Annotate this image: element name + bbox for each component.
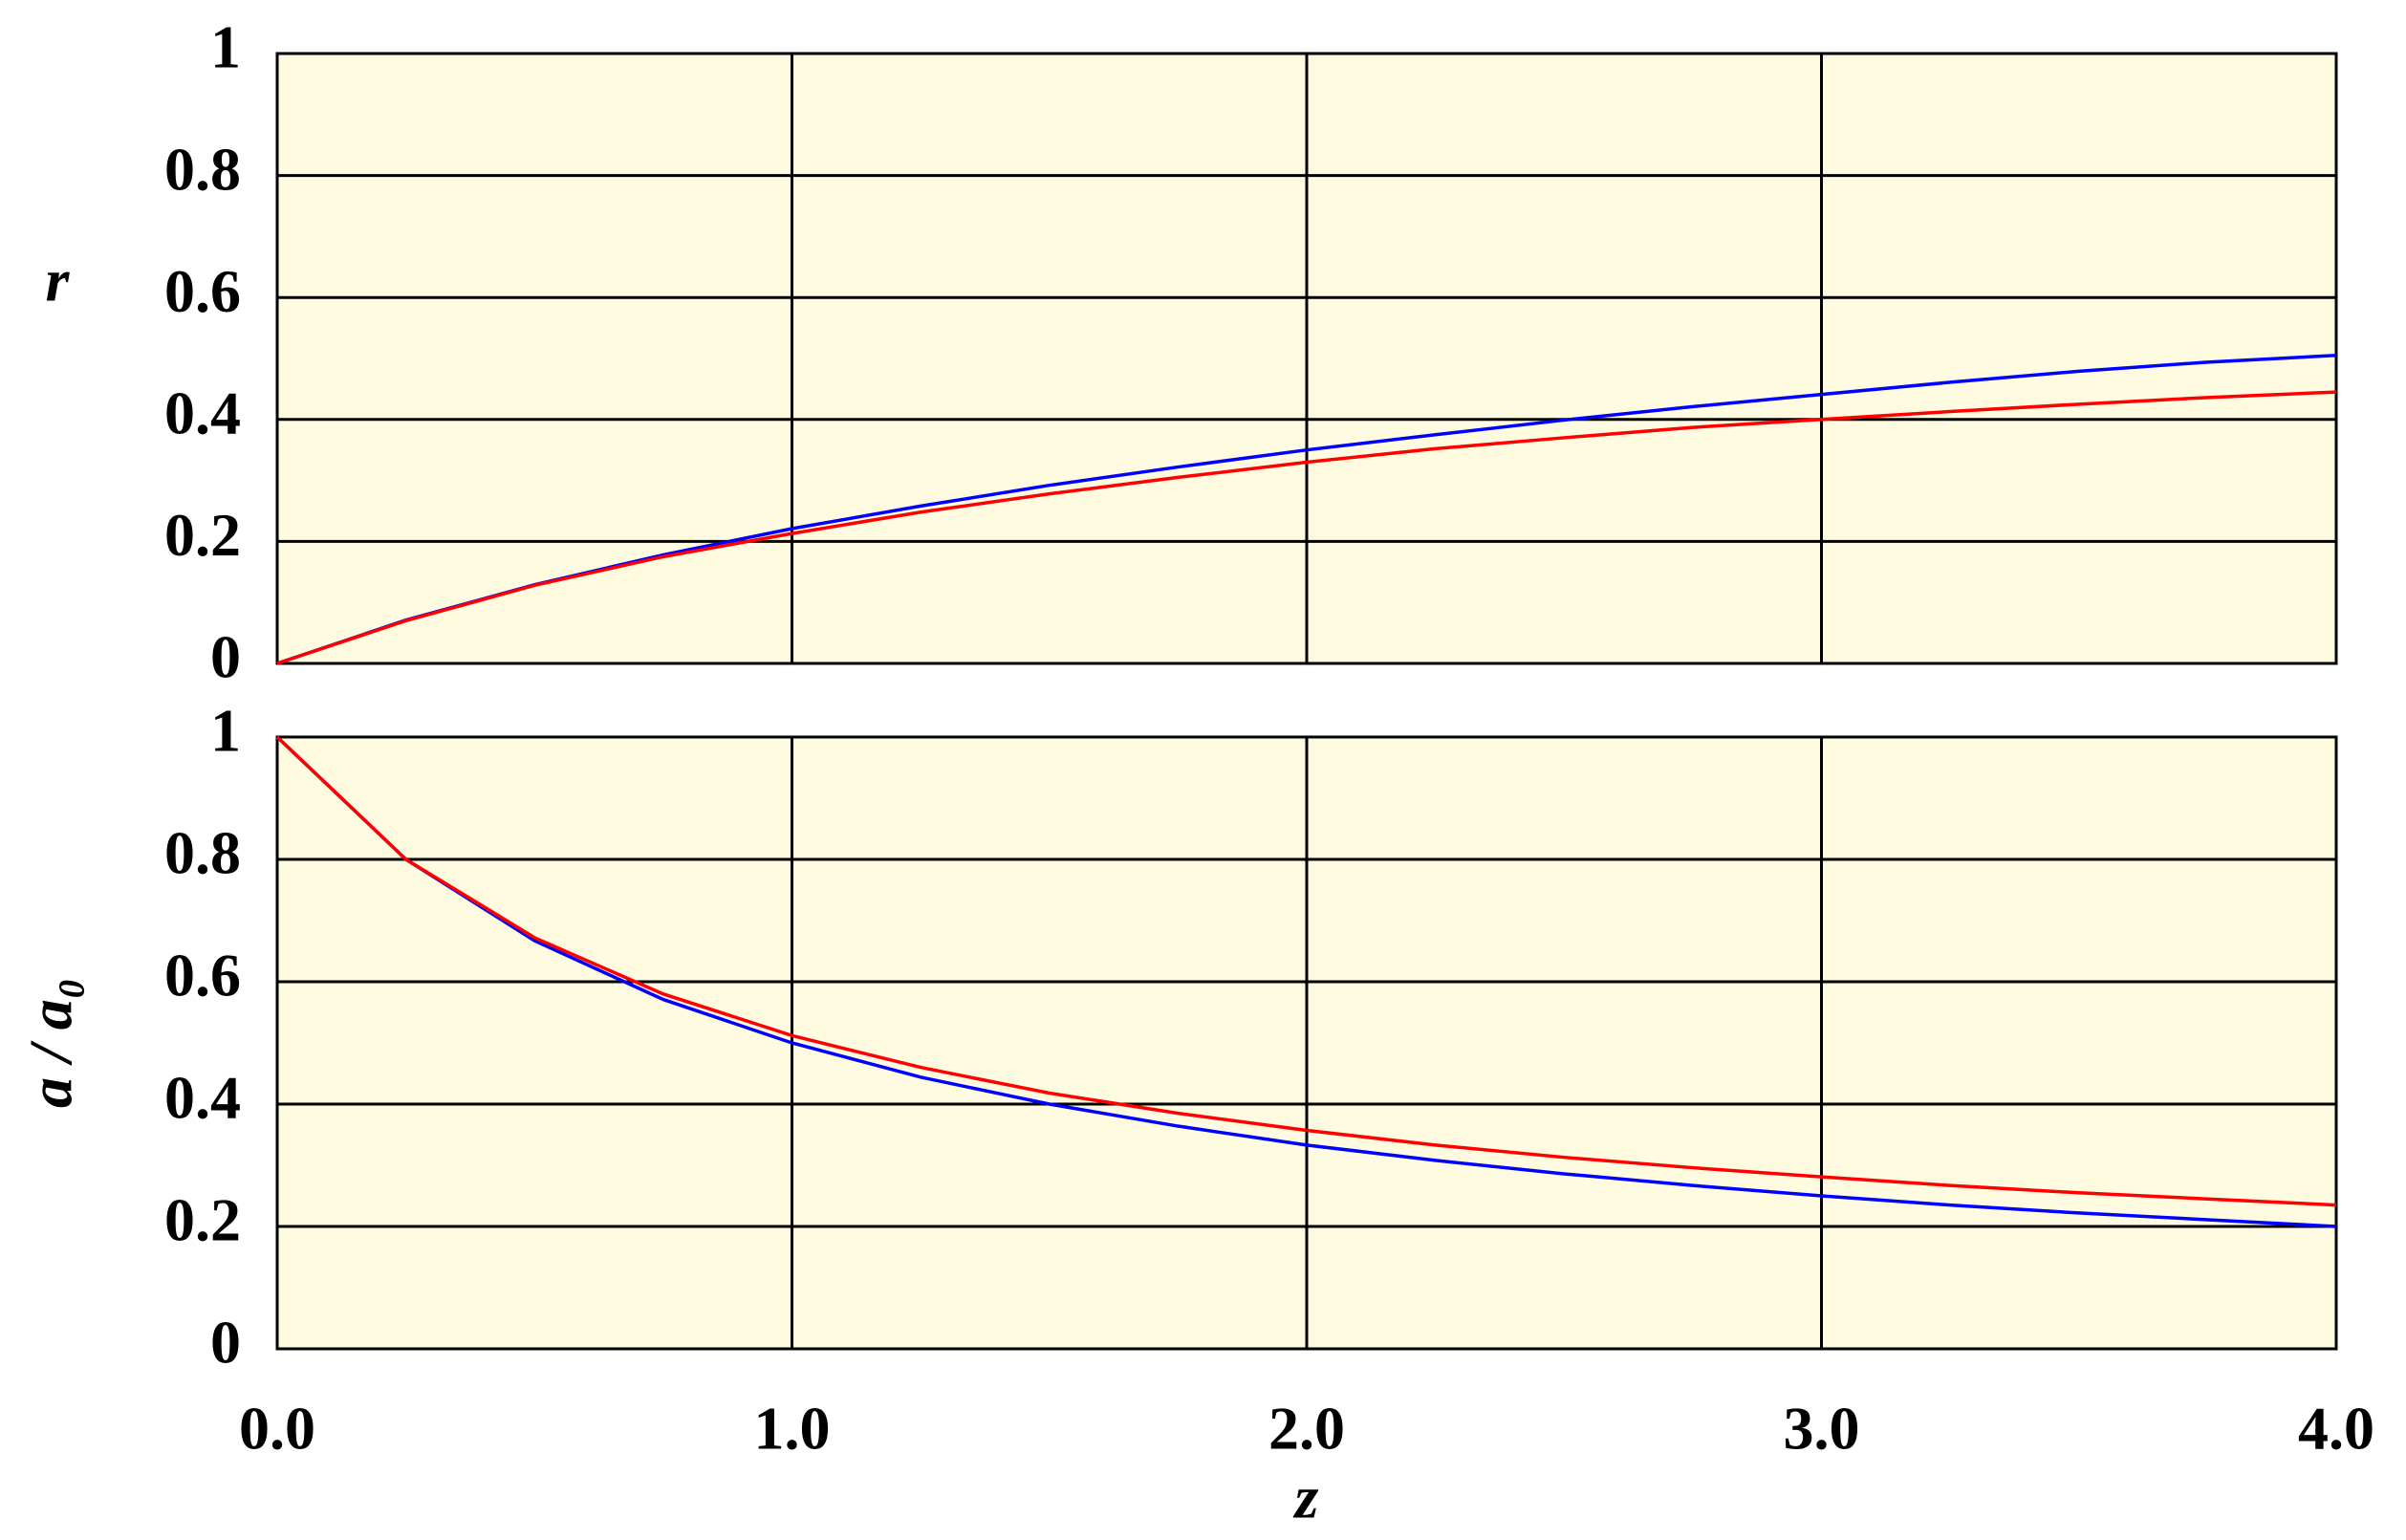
y-tick-label: 0 xyxy=(210,1309,241,1377)
y-tick-label: 0.4 xyxy=(164,1064,241,1132)
x-tick-label: 0.0 xyxy=(239,1395,315,1463)
y-tick-label: 1 xyxy=(210,13,241,81)
y-tick-label: 0.2 xyxy=(164,501,241,569)
x-tick-label: 1.0 xyxy=(754,1395,831,1463)
x-tick-label: 3.0 xyxy=(1784,1395,1860,1463)
plot-frame xyxy=(275,52,2338,665)
y-tick-label: 0 xyxy=(210,623,241,691)
plot-frame xyxy=(275,735,2338,1351)
y-axis-label: r xyxy=(46,247,71,315)
y-tick-label: 0.2 xyxy=(164,1186,241,1254)
y-tick-label: 0.8 xyxy=(164,135,241,203)
y-tick-label: 1 xyxy=(210,697,241,765)
x-axis-label: z xyxy=(1293,1464,1319,1531)
data-line xyxy=(276,390,2337,665)
x-tick-label: 2.0 xyxy=(1268,1395,1345,1463)
x-tick-label: 4.0 xyxy=(2298,1395,2374,1463)
y-tick-label: 0.6 xyxy=(164,942,241,1009)
data-line xyxy=(275,735,2337,1207)
y-axis-label: a / a₀ xyxy=(17,978,85,1108)
y-tick-label: 0.8 xyxy=(164,819,241,887)
data-line xyxy=(275,735,2337,1228)
y-tick-label: 0.4 xyxy=(164,379,241,446)
y-tick-label: 0.6 xyxy=(164,257,241,325)
